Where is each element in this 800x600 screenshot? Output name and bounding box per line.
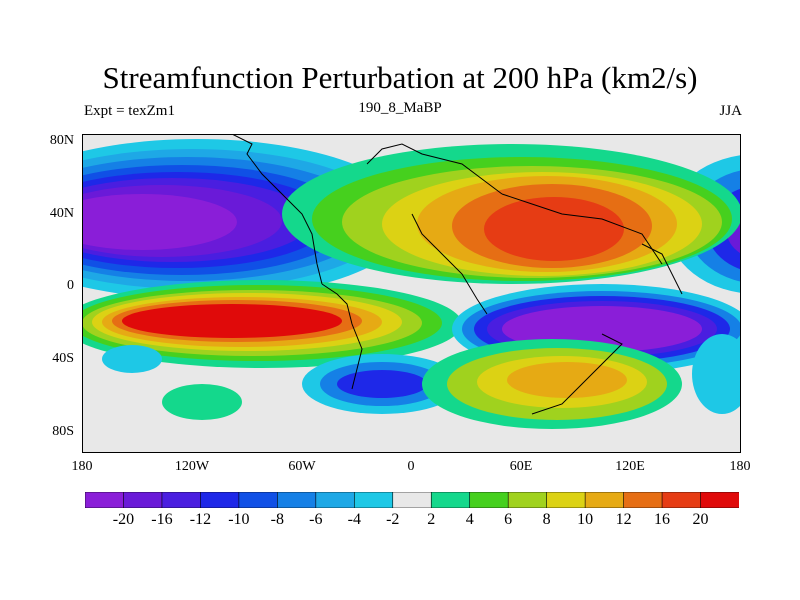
lon-tick: 180 bbox=[71, 459, 93, 474]
lat-tick: 0 bbox=[67, 278, 74, 293]
colorbar-swatch bbox=[353, 492, 394, 508]
colorbar-swatch bbox=[200, 492, 240, 508]
colorbar-label: 10 bbox=[577, 511, 594, 528]
colorbar-label: -2 bbox=[386, 511, 400, 528]
season-label: JJA bbox=[719, 103, 742, 119]
neg-southeast-blob bbox=[692, 334, 741, 414]
colorbar-swatch bbox=[392, 492, 433, 508]
colorbar-swatch bbox=[584, 492, 625, 508]
pos-southwest-blob bbox=[162, 384, 242, 420]
map-frame bbox=[82, 134, 741, 453]
colorbar-swatch bbox=[469, 492, 509, 508]
pos-south-pacific-blob bbox=[82, 280, 462, 368]
lat-tick: 80N bbox=[49, 133, 74, 148]
neg-south-atlantic-blob bbox=[302, 354, 462, 414]
colorbar-label: 16 bbox=[654, 511, 671, 528]
colorbar-swatch bbox=[315, 492, 356, 508]
lat-tick: 40S bbox=[52, 351, 74, 366]
colorbar-label: 12 bbox=[615, 511, 632, 528]
experiment-label: Expt = texZm1 bbox=[84, 103, 175, 119]
colorbar-label: 2 bbox=[427, 511, 436, 528]
pos-south-indian-ocean-blob bbox=[422, 339, 682, 429]
colorbar-label: 6 bbox=[504, 511, 513, 528]
colorbar-swatch bbox=[85, 492, 125, 508]
colorbar-swatch bbox=[700, 492, 739, 508]
colorbar-swatch bbox=[277, 492, 317, 508]
colorbar-label: -12 bbox=[189, 511, 212, 528]
colorbar-label: -16 bbox=[151, 511, 173, 528]
colorbar-swatch bbox=[623, 492, 663, 508]
colorbar-label: -20 bbox=[112, 511, 135, 528]
lat-tick: 40N bbox=[49, 206, 74, 221]
colorbar-label: -6 bbox=[309, 511, 323, 528]
plot-title: Streamfunction Perturbation at 200 hPa (… bbox=[102, 60, 698, 95]
colorbar-label: -4 bbox=[347, 511, 361, 528]
colorbar-swatch bbox=[161, 492, 202, 508]
colorbar-swatch bbox=[123, 492, 163, 508]
colorbar-swatch bbox=[507, 492, 548, 508]
colorbar-label: 4 bbox=[465, 511, 474, 528]
colorbar-swatch bbox=[430, 492, 471, 508]
colorbar-label: -8 bbox=[270, 511, 284, 528]
contour-map bbox=[82, 134, 741, 453]
neg-southwest-blob bbox=[102, 345, 162, 373]
lat-tick: 80S bbox=[52, 424, 74, 439]
lon-tick: 180 bbox=[729, 459, 751, 474]
lon-tick: 60W bbox=[288, 459, 316, 474]
pos-asia-blob bbox=[282, 144, 741, 284]
colorbar bbox=[85, 492, 739, 508]
colorbar-swatch bbox=[546, 492, 586, 508]
lon-tick: 0 bbox=[407, 459, 415, 474]
colorbar-label: 8 bbox=[542, 511, 551, 528]
colorbar-label: -10 bbox=[228, 511, 250, 528]
lon-tick: 120E bbox=[615, 459, 645, 474]
colorbar-swatch bbox=[661, 492, 702, 508]
lon-tick: 60E bbox=[509, 459, 533, 474]
colorbar-swatch bbox=[238, 492, 279, 508]
run-label: 190_8_MaBP bbox=[358, 100, 442, 116]
lon-tick: 120W bbox=[174, 459, 210, 474]
colorbar-label: 20 bbox=[692, 511, 709, 528]
coastlines bbox=[231, 134, 683, 415]
